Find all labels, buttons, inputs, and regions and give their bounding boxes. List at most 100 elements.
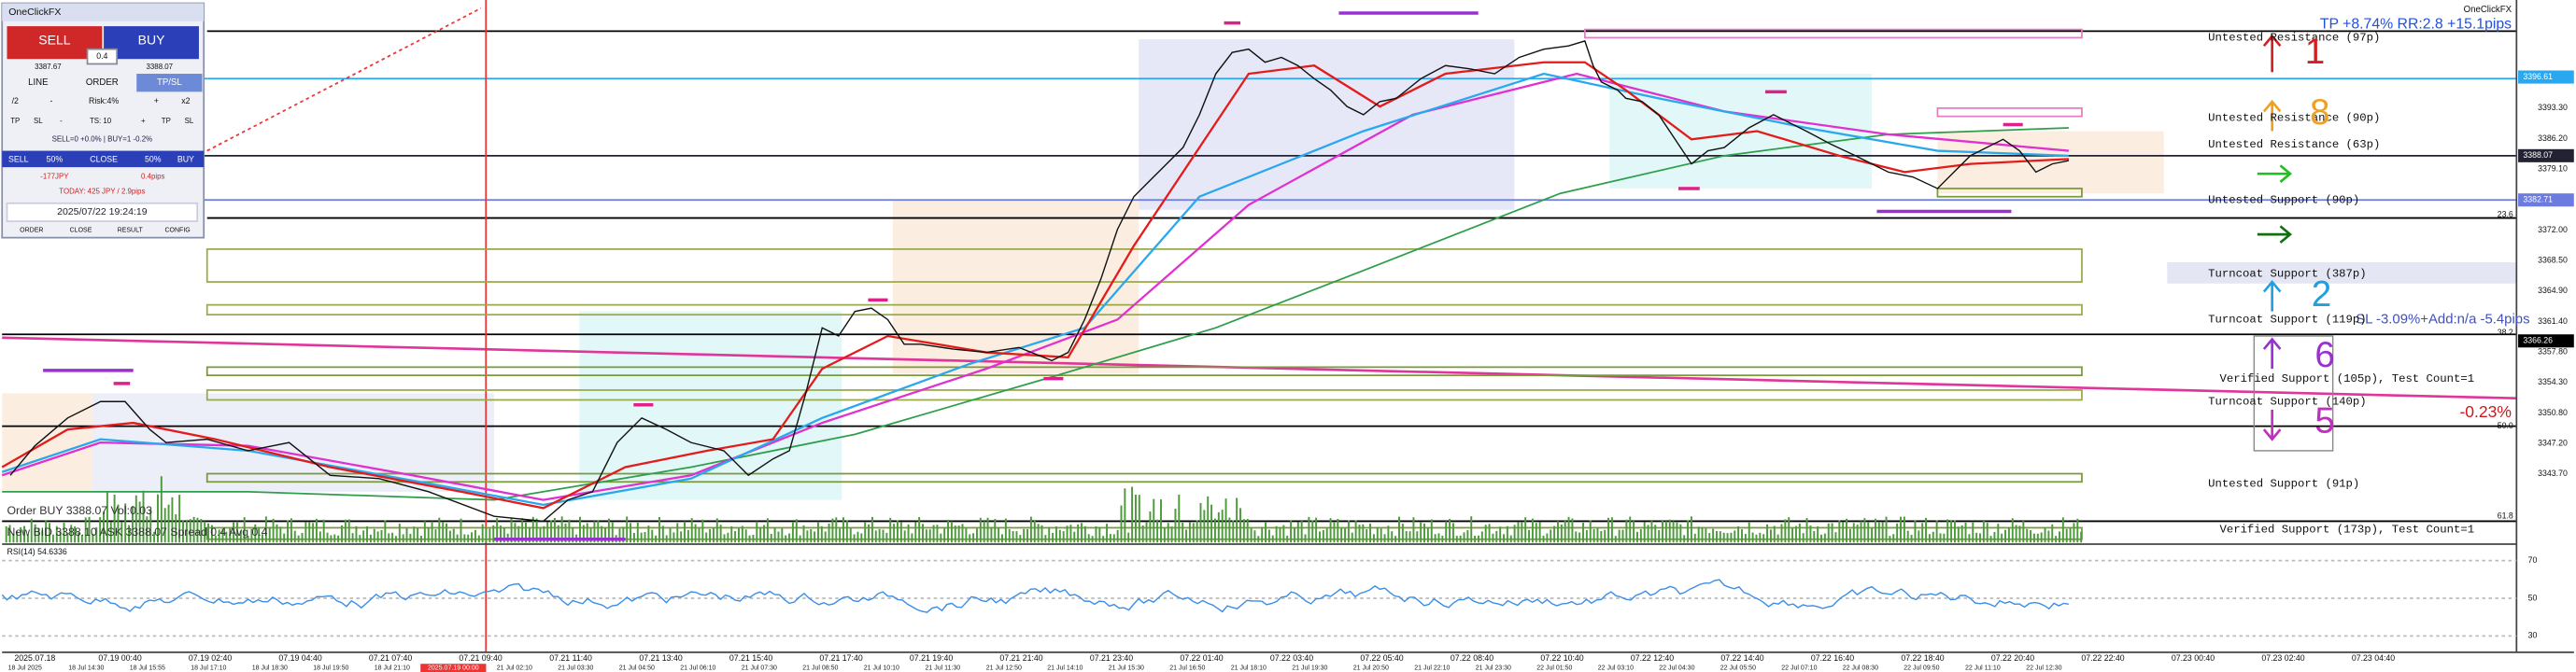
sell-button[interactable]	[7, 26, 103, 60]
volume-bar	[160, 476, 163, 543]
panel-button[interactable]: +	[141, 117, 146, 125]
panel-title: OneClickFX	[8, 7, 61, 18]
volume-bar	[229, 527, 232, 543]
panel-button[interactable]: Risk:4%	[89, 96, 119, 105]
panel-button[interactable]: -	[50, 96, 52, 105]
close-button[interactable]: 50%	[145, 155, 162, 164]
volume-bar	[640, 532, 643, 543]
volume-bar	[138, 501, 141, 543]
footer-button[interactable]: ORDER	[20, 228, 43, 234]
volume-bar	[744, 529, 747, 543]
volume-bar	[1914, 520, 1917, 543]
buy-label[interactable]: BUY	[138, 33, 165, 48]
volume-bar	[120, 522, 123, 543]
volume-bar	[1823, 533, 1826, 543]
volume-bar	[1546, 533, 1549, 543]
buy-button[interactable]	[104, 26, 199, 60]
panel-button[interactable]: TS: 10	[90, 117, 112, 125]
today-result: TODAY: 425 JPY / 2.9pips	[59, 188, 145, 196]
panel-button[interactable]: TP	[10, 117, 20, 125]
volume-bar	[463, 534, 466, 543]
panel-button[interactable]: +	[154, 96, 159, 105]
close-row[interactable]	[2, 150, 205, 168]
volume-bar	[1683, 535, 1686, 543]
sell-label[interactable]: SELL	[38, 33, 71, 48]
time-minor-label: 18 Jul 14:30	[68, 665, 104, 671]
volume-bar	[810, 528, 813, 543]
lot-box[interactable]	[86, 48, 119, 65]
time-label: 07.22 05:40	[1360, 653, 1403, 663]
volume-bar	[488, 528, 491, 543]
close-button[interactable]: CLOSE	[90, 155, 118, 164]
volume-bar	[878, 528, 881, 543]
volume-bar	[1643, 522, 1646, 543]
close-button[interactable]: 50%	[47, 155, 64, 164]
ma-blue	[1, 72, 2069, 507]
volume-bar	[1521, 522, 1523, 543]
volume-bar	[1192, 523, 1195, 543]
volume-bar	[766, 518, 769, 543]
volume-bar	[1066, 525, 1069, 543]
footer-button[interactable]: CLOSE	[70, 228, 92, 234]
volume-bar	[2040, 532, 2043, 543]
volume-bar	[1492, 533, 1494, 543]
tab-active[interactable]	[136, 74, 203, 92]
volume-bar	[59, 531, 62, 543]
volume-bar	[560, 516, 563, 543]
volume-bar	[1820, 534, 1822, 543]
volume-bar	[1131, 486, 1134, 543]
time-label: 07.22 10:40	[1540, 653, 1583, 663]
volume-bar	[117, 504, 120, 543]
volume-bar	[1972, 521, 1974, 543]
volume-bar	[2047, 530, 2050, 543]
panel-button[interactable]: SL	[34, 117, 43, 125]
panel-button[interactable]: TP	[162, 117, 171, 125]
fib-label: 61.8	[2498, 511, 2513, 520]
tab[interactable]: ORDER	[86, 77, 119, 88]
volume-bar	[362, 530, 365, 543]
panel-button[interactable]: x2	[181, 96, 190, 105]
time-label: 07.21 21:40	[999, 653, 1042, 663]
ma-slow	[2, 127, 2069, 501]
close-button[interactable]: SELL	[8, 155, 29, 164]
panel-button[interactable]: -	[60, 117, 63, 125]
volume-bar	[178, 495, 181, 543]
time-minor-label: 21 Jul 22:10	[1414, 665, 1450, 671]
time-minor-label: 22 Jul 03:10	[1598, 665, 1634, 671]
time-label: 07.22 14:40	[1720, 653, 1763, 663]
volume-bar	[1394, 536, 1397, 543]
volume-bar	[1860, 521, 1862, 543]
price-tag	[2518, 334, 2574, 348]
volume-bar	[975, 528, 978, 543]
volume-bar	[1737, 525, 1740, 543]
lot-value[interactable]: 0.4	[96, 51, 107, 61]
volume-bar	[781, 528, 784, 543]
volume-bar	[1564, 520, 1566, 543]
volume-bar	[568, 519, 571, 543]
panel-button[interactable]: SL	[185, 117, 194, 125]
time-minor-label: 22 Jul 11:10	[1965, 665, 2001, 671]
panel-button[interactable]: /2	[12, 96, 19, 105]
volume-bar	[1932, 531, 1934, 543]
volume-bar	[78, 532, 79, 543]
tab[interactable]: LINE	[28, 77, 49, 88]
volume-bar	[579, 516, 581, 543]
close-button[interactable]: BUY	[177, 155, 194, 164]
footer-button[interactable]: CONFIG	[164, 228, 190, 234]
time-label: 07.19 02:40	[189, 653, 232, 663]
footer-button[interactable]: RESULT	[118, 228, 144, 234]
volume-bar	[860, 533, 863, 543]
volume-bar	[1167, 523, 1169, 543]
volume-bar	[1553, 525, 1556, 543]
volume-bar	[1383, 534, 1386, 543]
volume-bar	[337, 535, 340, 543]
volume-bar	[701, 519, 704, 543]
volume-bar	[1077, 524, 1080, 543]
volume-bar	[604, 526, 606, 543]
volume-bar	[741, 525, 743, 543]
volume-bar	[1265, 521, 1267, 543]
tab[interactable]: TP/SL	[157, 77, 182, 88]
volume-bar	[1867, 522, 1870, 543]
volume-bar	[438, 517, 441, 543]
volume-bar	[1877, 521, 1880, 543]
